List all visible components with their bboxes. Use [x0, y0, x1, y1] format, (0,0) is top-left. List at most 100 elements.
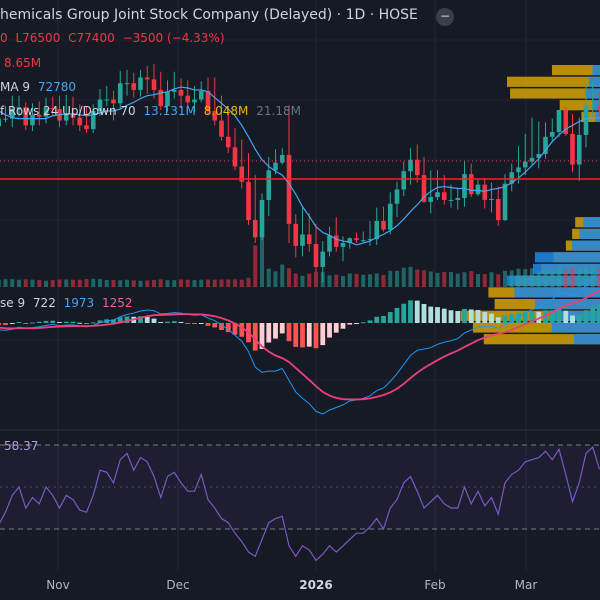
- macd-label[interactable]: se 9: [0, 296, 26, 310]
- macd-hist-bar: [232, 323, 238, 335]
- candle: [198, 90, 204, 100]
- macd-hist-bar: [219, 323, 224, 331]
- candle: [448, 199, 454, 201]
- macd-hist-bar: [171, 321, 177, 323]
- candle: [185, 95, 191, 103]
- volume-bar: [239, 279, 244, 287]
- volume-bar: [455, 273, 460, 287]
- macd-hist-bar: [293, 323, 299, 347]
- candle: [428, 197, 434, 202]
- candle: [219, 120, 224, 137]
- volume-bar: [334, 274, 339, 287]
- macd-hist-bar: [43, 320, 49, 323]
- volume-bar: [0, 279, 1, 287]
- ma-label[interactable]: MA 9: [0, 80, 31, 94]
- symbol-title[interactable]: hemicals Group Joint Stock Company (Dela…: [0, 7, 418, 23]
- x-label-dec: Dec: [166, 578, 190, 592]
- candle: [36, 114, 42, 117]
- candle: [124, 83, 130, 85]
- volume-bar: [597, 269, 600, 287]
- candle: [3, 118, 8, 120]
- candle: [205, 90, 211, 111]
- volume-bar: [590, 266, 595, 287]
- volume-bar: [543, 269, 548, 287]
- vp-row-up: [579, 228, 600, 239]
- vp-row-up: [572, 240, 600, 251]
- candle: [111, 99, 116, 104]
- candle: [340, 242, 346, 247]
- candle: [313, 243, 319, 267]
- candle: [63, 113, 69, 121]
- macd-hist-bar: [482, 312, 488, 323]
- collapse-button[interactable]: −: [436, 8, 454, 26]
- volume-bar: [523, 269, 528, 287]
- macd-hist-bar: [57, 321, 62, 323]
- volume-bar: [381, 274, 386, 287]
- volume-bar: [496, 274, 501, 287]
- candle: [455, 198, 461, 200]
- macd-hist-bar: [259, 323, 265, 349]
- candle: [273, 162, 278, 171]
- volume-bar: [550, 271, 555, 287]
- candle: [77, 117, 83, 126]
- macd-legend: se 9 722 1973 1252: [0, 296, 137, 310]
- macd-hist-bar: [381, 315, 386, 323]
- vp-row-up: [583, 217, 600, 228]
- macd-hist-bar: [597, 304, 600, 323]
- volume-bar: [71, 279, 75, 287]
- macd-hist-bar: [185, 323, 191, 324]
- volume-bar: [584, 267, 588, 287]
- macd-hist-bar: [448, 310, 454, 323]
- volume-bar: [44, 280, 48, 287]
- rsi-value: 58.37: [4, 439, 39, 453]
- volume-bar: [462, 272, 467, 287]
- volume-bar: [503, 270, 507, 287]
- price-candles: [0, 64, 600, 283]
- macd-hist-bar: [77, 322, 83, 324]
- candle: [252, 220, 258, 238]
- macd-pane: [0, 271, 600, 415]
- macd-hist-bar: [360, 322, 366, 324]
- volume-bar: [341, 275, 345, 287]
- candle: [475, 184, 481, 195]
- volume-bar: [84, 279, 89, 287]
- candle: [246, 181, 251, 221]
- volume-bar: [428, 271, 433, 287]
- macd-hist-bar: [273, 323, 278, 339]
- vp-label[interactable]: f Rows 24 Up/Down 70: [0, 104, 136, 118]
- candle: [50, 108, 56, 110]
- rsi-line: [0, 446, 600, 562]
- macd-hist-bar: [333, 323, 339, 333]
- macd-hist-bar: [354, 323, 359, 324]
- macd-hist-bar: [489, 313, 494, 323]
- macd-hist-bar: [9, 323, 15, 324]
- macd-hist-bar: [522, 311, 528, 323]
- candle: [563, 110, 569, 134]
- ohlc-low: L76500: [15, 31, 61, 45]
- candle: [259, 199, 265, 238]
- macd-hist-bar: [111, 319, 116, 323]
- macd-hist-bar: [408, 300, 413, 323]
- macd-line-value: 1973: [63, 296, 95, 310]
- volume-bar: [118, 280, 123, 287]
- macd-hist-bar: [84, 323, 89, 324]
- candle: [286, 154, 292, 224]
- volume-bar: [388, 270, 393, 287]
- volume-bar: [469, 271, 474, 287]
- volume-bar: [516, 268, 521, 287]
- candle: [354, 238, 359, 241]
- candle: [171, 89, 177, 92]
- volume-bar: [3, 279, 8, 287]
- candle: [502, 183, 508, 221]
- macd-hist-bar: [590, 306, 596, 323]
- macd-hist-bar: [347, 323, 353, 325]
- x-label-feb: Feb: [424, 578, 446, 592]
- volume-bar: [165, 280, 170, 287]
- candle: [556, 110, 562, 133]
- macd-hist-bar: [158, 321, 164, 323]
- vp-total-value: 21.18M: [256, 104, 301, 118]
- volume-bar: [23, 279, 28, 287]
- vp-legend: f Rows 24 Up/Down 70 13.131M 8.048M 21.1…: [0, 104, 305, 118]
